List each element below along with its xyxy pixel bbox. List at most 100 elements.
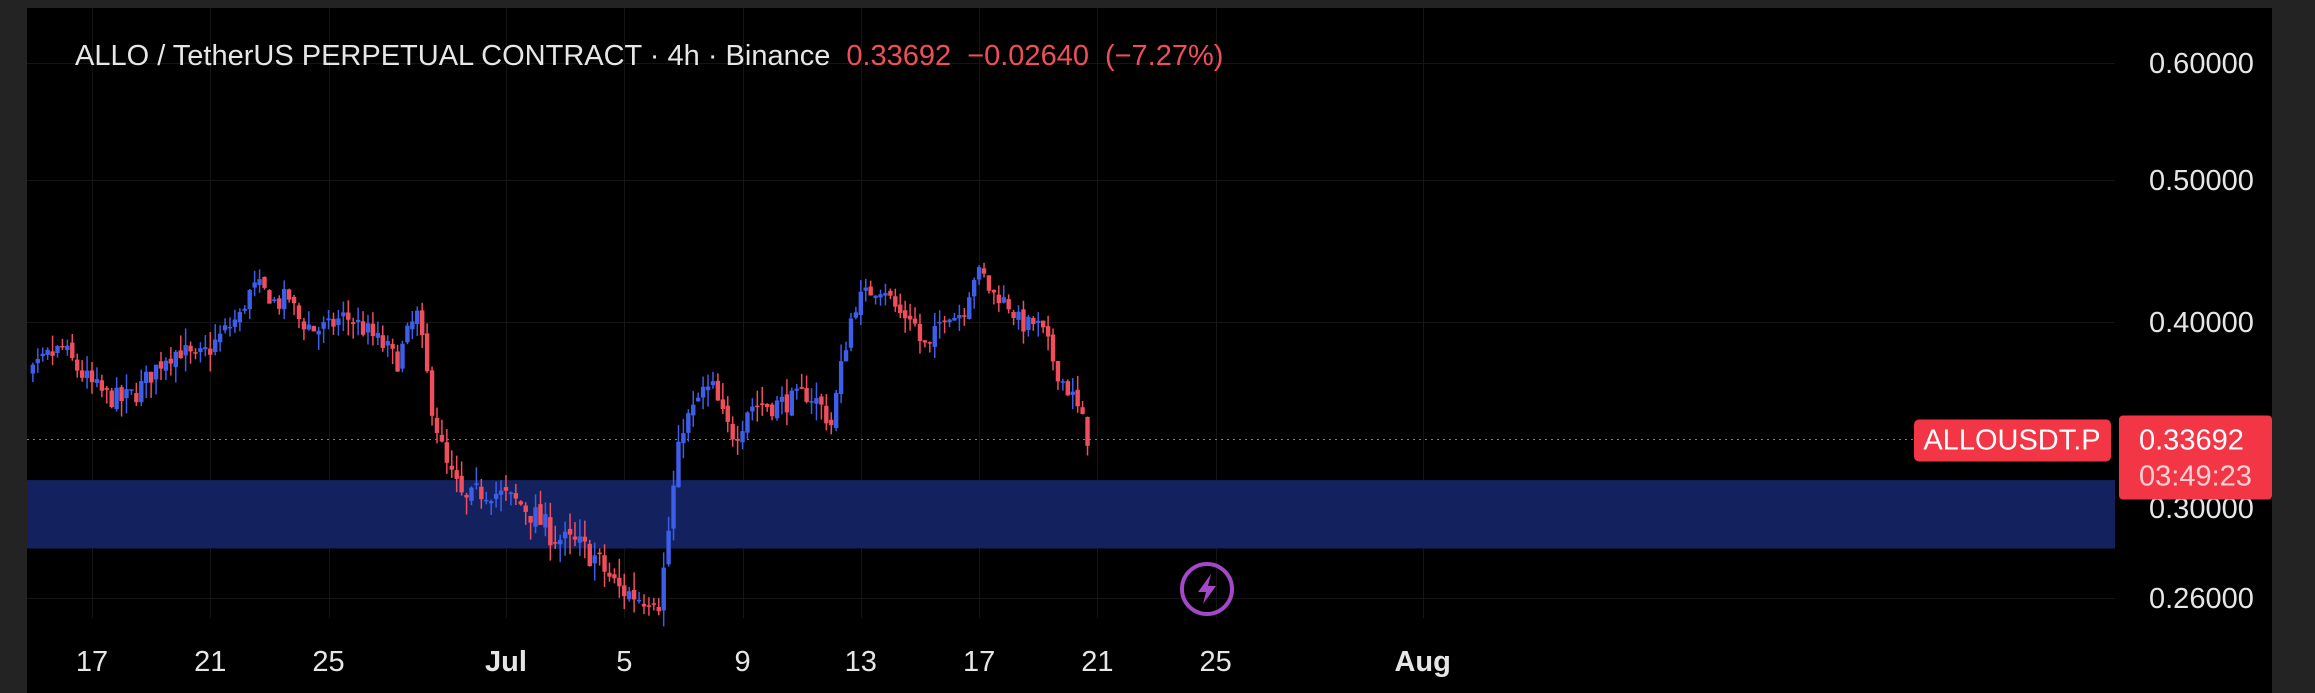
candle[interactable]	[681, 418, 686, 459]
candle[interactable]	[370, 312, 376, 346]
candle[interactable]	[454, 455, 459, 493]
candles[interactable]	[30, 262, 1090, 627]
candle[interactable]	[267, 289, 272, 304]
candle[interactable]	[40, 347, 45, 362]
candle[interactable]	[75, 353, 80, 378]
candle[interactable]	[784, 379, 790, 426]
candle[interactable]	[469, 486, 474, 506]
candle[interactable]	[671, 470, 676, 541]
candle[interactable]	[631, 572, 637, 613]
candle[interactable]	[311, 325, 316, 332]
candle[interactable]	[365, 314, 371, 345]
candle[interactable]	[858, 280, 864, 325]
candle[interactable]	[257, 269, 262, 293]
candle[interactable]	[587, 539, 592, 567]
candle[interactable]	[898, 293, 903, 319]
candle[interactable]	[444, 428, 450, 474]
candle[interactable]	[291, 294, 297, 316]
candle[interactable]	[986, 275, 992, 294]
candle[interactable]	[242, 305, 247, 314]
candle[interactable]	[912, 307, 918, 327]
candle[interactable]	[168, 346, 174, 376]
candle[interactable]	[252, 270, 257, 297]
candle[interactable]	[868, 280, 873, 296]
candle[interactable]	[351, 317, 356, 339]
candle[interactable]	[148, 371, 154, 398]
candle[interactable]	[129, 389, 134, 395]
candle[interactable]	[1001, 285, 1006, 304]
candle[interactable]	[286, 288, 292, 303]
candle[interactable]	[715, 373, 721, 401]
candle[interactable]	[35, 348, 40, 373]
candle[interactable]	[346, 300, 351, 336]
candle[interactable]	[508, 491, 514, 506]
candle[interactable]	[794, 384, 799, 400]
chart-panel[interactable]: 0.60000 0.50000 0.40000 0.30000 0.26000 17 21…	[27, 8, 2272, 693]
candle[interactable]	[804, 375, 809, 404]
candle[interactable]	[395, 344, 400, 372]
candle[interactable]	[449, 450, 454, 478]
candle[interactable]	[55, 345, 60, 358]
candle[interactable]	[607, 562, 612, 582]
candle[interactable]	[937, 310, 942, 339]
candle[interactable]	[991, 289, 997, 305]
candle[interactable]	[553, 525, 558, 549]
candle[interactable]	[582, 520, 588, 559]
candle[interactable]	[592, 542, 597, 581]
candle[interactable]	[153, 364, 159, 395]
candle[interactable]	[247, 288, 252, 320]
candle[interactable]	[833, 389, 839, 432]
candle[interactable]	[488, 499, 494, 516]
candle[interactable]	[390, 338, 395, 365]
candle[interactable]	[272, 296, 277, 303]
candle[interactable]	[1026, 314, 1031, 337]
candle[interactable]	[316, 326, 321, 350]
candle[interactable]	[917, 313, 923, 354]
candle[interactable]	[597, 548, 602, 566]
candle[interactable]	[952, 312, 957, 321]
candle[interactable]	[60, 338, 65, 350]
candle[interactable]	[646, 597, 652, 616]
candle[interactable]	[296, 302, 302, 329]
candle[interactable]	[971, 277, 977, 309]
candle[interactable]	[557, 534, 563, 563]
candle[interactable]	[745, 411, 750, 439]
candle[interactable]	[380, 325, 385, 352]
candle[interactable]	[70, 333, 75, 361]
candle[interactable]	[932, 312, 937, 359]
candle[interactable]	[84, 356, 90, 389]
candle[interactable]	[666, 516, 671, 567]
candle[interactable]	[962, 307, 967, 326]
candle[interactable]	[109, 387, 114, 409]
candle[interactable]	[1031, 316, 1036, 331]
candle[interactable]	[622, 573, 627, 610]
candle[interactable]	[65, 339, 70, 356]
candle[interactable]	[493, 481, 499, 508]
candle[interactable]	[626, 586, 632, 602]
candle[interactable]	[883, 283, 888, 306]
candle[interactable]	[957, 304, 962, 331]
candle[interactable]	[282, 280, 287, 320]
candle[interactable]	[405, 322, 410, 345]
candle[interactable]	[50, 335, 55, 366]
candle[interactable]	[651, 597, 657, 611]
candle[interactable]	[617, 558, 622, 598]
candle[interactable]	[720, 383, 726, 415]
candle[interactable]	[853, 306, 859, 320]
candle[interactable]	[996, 285, 1002, 312]
candle[interactable]	[641, 594, 647, 615]
symbol-legend[interactable]: ALLO / TetherUS PERPETUAL CONTRACT · 4h …	[75, 36, 1223, 76]
candle[interactable]	[173, 349, 178, 383]
candle[interactable]	[99, 374, 105, 398]
candle[interactable]	[375, 321, 381, 346]
candle[interactable]	[533, 494, 538, 534]
candle[interactable]	[321, 316, 326, 344]
candle[interactable]	[528, 515, 533, 540]
candle[interactable]	[400, 340, 405, 373]
candle[interactable]	[1011, 310, 1016, 326]
candle[interactable]	[498, 480, 504, 512]
candle[interactable]	[676, 425, 681, 488]
candle[interactable]	[1006, 294, 1011, 314]
candle[interactable]	[967, 292, 972, 320]
